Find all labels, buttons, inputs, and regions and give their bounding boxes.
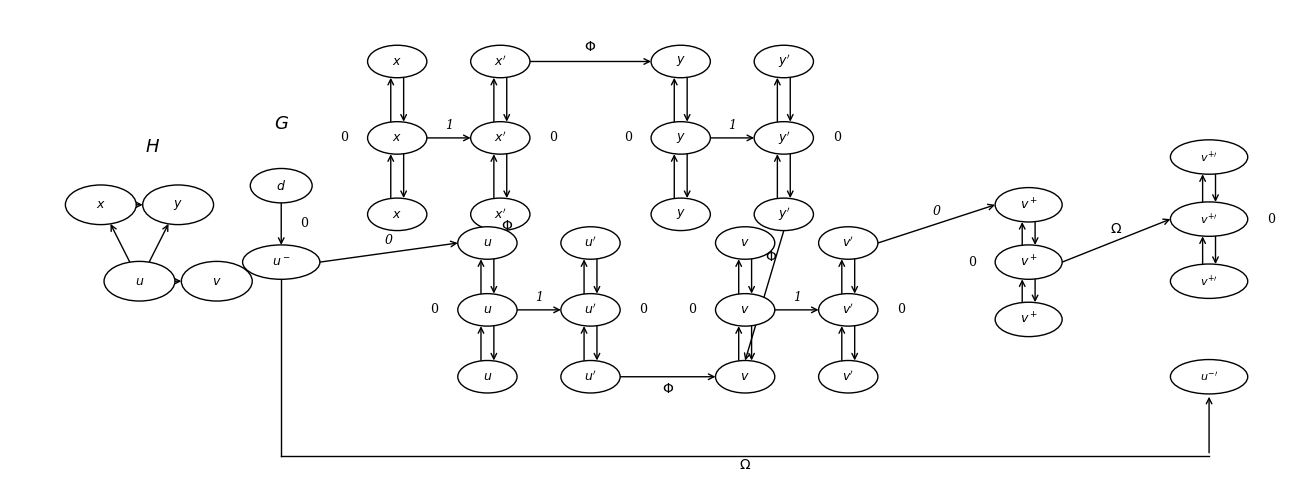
Text: $x$: $x$: [392, 208, 402, 221]
Text: $y$: $y$: [676, 131, 686, 145]
Text: $v'$: $v'$: [842, 369, 855, 384]
Text: $v$: $v$: [741, 237, 750, 249]
Text: 0: 0: [898, 303, 905, 316]
Text: $y'$: $y'$: [777, 206, 790, 223]
Text: $x'$: $x'$: [494, 207, 507, 222]
Text: $u^{-\prime}$: $u^{-\prime}$: [1200, 370, 1218, 383]
Ellipse shape: [104, 261, 175, 301]
Text: 0: 0: [968, 256, 975, 269]
Text: 0: 0: [624, 131, 632, 144]
Ellipse shape: [182, 261, 252, 301]
Text: $\Phi$: $\Phi$: [585, 40, 597, 54]
Text: 0: 0: [385, 234, 393, 247]
Text: $u'$: $u'$: [584, 236, 597, 250]
Text: $u$: $u$: [482, 303, 492, 316]
Ellipse shape: [65, 185, 136, 225]
Text: 1: 1: [792, 292, 800, 304]
Ellipse shape: [458, 361, 518, 393]
Text: $v'$: $v'$: [842, 303, 855, 317]
Text: 0: 0: [689, 303, 696, 316]
Ellipse shape: [995, 245, 1062, 279]
Text: 0: 0: [1267, 212, 1275, 226]
Text: $d$: $d$: [276, 179, 287, 192]
Text: $v^{+\prime}$: $v^{+\prime}$: [1200, 274, 1218, 289]
Text: $H$: $H$: [145, 139, 160, 156]
Text: $v^+$: $v^+$: [1019, 312, 1038, 327]
Ellipse shape: [651, 45, 711, 78]
Text: $\Phi$: $\Phi$: [765, 250, 777, 264]
Ellipse shape: [995, 302, 1062, 337]
Ellipse shape: [818, 294, 878, 326]
Text: $\Omega$: $\Omega$: [1110, 222, 1122, 236]
Text: $v^+$: $v^+$: [1019, 197, 1038, 212]
Text: $x$: $x$: [392, 55, 402, 68]
Text: $y'$: $y'$: [777, 129, 790, 147]
Text: 0: 0: [431, 303, 438, 316]
Ellipse shape: [754, 198, 813, 230]
Text: $G$: $G$: [274, 115, 289, 133]
Text: $u$: $u$: [135, 275, 144, 288]
Text: $v^{+\prime}$: $v^{+\prime}$: [1200, 149, 1218, 165]
Text: $y'$: $y'$: [777, 53, 790, 70]
Ellipse shape: [716, 361, 774, 393]
Ellipse shape: [1170, 202, 1248, 236]
Ellipse shape: [560, 361, 620, 393]
Text: $x$: $x$: [392, 131, 402, 144]
Text: $u$: $u$: [482, 237, 492, 249]
Ellipse shape: [1170, 264, 1248, 298]
Ellipse shape: [458, 294, 518, 326]
Ellipse shape: [471, 198, 530, 230]
Text: $u'$: $u'$: [584, 369, 597, 384]
Ellipse shape: [818, 227, 878, 259]
Text: 0: 0: [340, 131, 349, 144]
Ellipse shape: [250, 169, 313, 203]
Ellipse shape: [471, 122, 530, 154]
Ellipse shape: [651, 122, 711, 154]
Ellipse shape: [995, 188, 1062, 222]
Text: 1: 1: [534, 292, 543, 304]
Ellipse shape: [818, 361, 878, 393]
Ellipse shape: [651, 198, 711, 230]
Text: $v^+$: $v^+$: [1019, 255, 1038, 270]
Text: $x'$: $x'$: [494, 54, 507, 69]
Ellipse shape: [367, 122, 427, 154]
Ellipse shape: [1170, 140, 1248, 174]
Text: 0: 0: [549, 131, 558, 144]
Ellipse shape: [367, 45, 427, 78]
Text: $\Omega$: $\Omega$: [739, 458, 751, 472]
Text: 0: 0: [933, 206, 940, 218]
Text: 0: 0: [639, 303, 647, 316]
Text: $v$: $v$: [741, 370, 750, 383]
Text: 0: 0: [301, 217, 309, 230]
Text: $u$: $u$: [482, 370, 492, 383]
Text: $v$: $v$: [741, 303, 750, 316]
Text: $\Phi$: $\Phi$: [661, 382, 674, 396]
Ellipse shape: [471, 45, 530, 78]
Ellipse shape: [367, 198, 427, 230]
Ellipse shape: [458, 227, 518, 259]
Text: $y$: $y$: [676, 54, 686, 69]
Text: $v^{+\prime}$: $v^{+\prime}$: [1200, 211, 1218, 227]
Ellipse shape: [143, 185, 214, 225]
Ellipse shape: [560, 294, 620, 326]
Text: $v$: $v$: [211, 275, 222, 288]
Ellipse shape: [716, 227, 774, 259]
Text: 1: 1: [728, 120, 737, 133]
Text: $v'$: $v'$: [842, 236, 855, 250]
Text: $x$: $x$: [96, 198, 106, 211]
Text: $x'$: $x'$: [494, 131, 507, 145]
Text: $y$: $y$: [676, 208, 686, 221]
Text: $\Phi$: $\Phi$: [501, 219, 512, 233]
Ellipse shape: [243, 245, 320, 279]
Ellipse shape: [716, 294, 774, 326]
Text: 0: 0: [833, 131, 840, 144]
Ellipse shape: [754, 45, 813, 78]
Ellipse shape: [1170, 360, 1248, 394]
Text: $u^-$: $u^-$: [272, 256, 291, 269]
Ellipse shape: [754, 122, 813, 154]
Text: 1: 1: [445, 120, 453, 133]
Ellipse shape: [560, 227, 620, 259]
Text: $u'$: $u'$: [584, 303, 597, 317]
Text: $y$: $y$: [174, 198, 183, 212]
